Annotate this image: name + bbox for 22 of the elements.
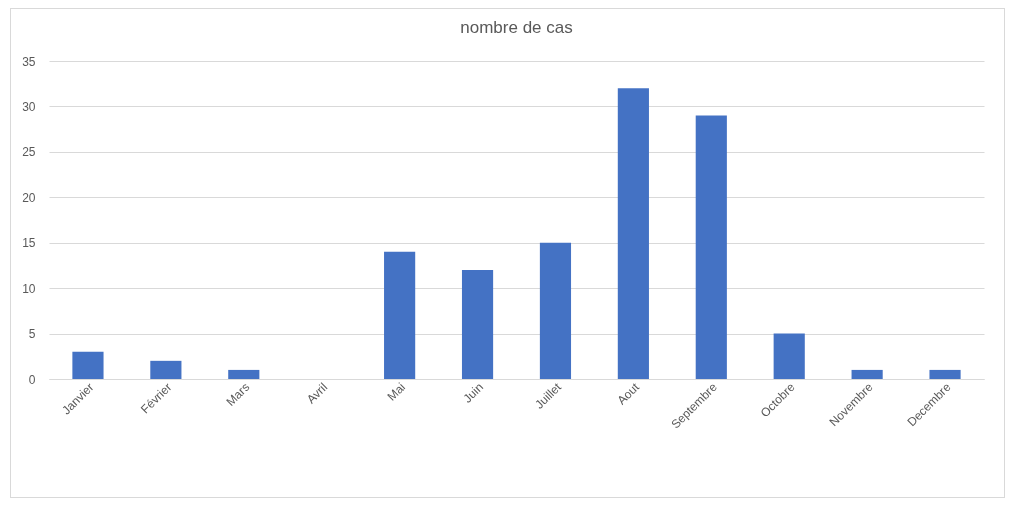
bar — [150, 360, 182, 379]
bar — [539, 242, 572, 379]
y-tick-label: 10 — [22, 281, 36, 296]
bar — [384, 251, 416, 379]
y-tick-label: 20 — [22, 190, 36, 205]
y-tick-label: 30 — [22, 99, 36, 114]
x-tick-label: Juin — [460, 380, 487, 406]
bar — [929, 369, 961, 379]
y-tick-label: 5 — [28, 327, 36, 342]
bar — [72, 351, 104, 379]
x-tick-label: Mai — [384, 380, 409, 404]
bar — [228, 369, 260, 379]
bar — [695, 115, 727, 379]
y-tick-label: 25 — [22, 145, 36, 160]
y-tick-label: 15 — [22, 236, 36, 251]
bar — [617, 88, 649, 379]
y-tick-label: 35 — [22, 54, 36, 69]
bar — [851, 369, 883, 379]
bar — [461, 269, 494, 379]
chart-title: nombre de cas — [460, 18, 573, 37]
y-tick-label: 0 — [28, 372, 36, 387]
bar — [773, 333, 805, 379]
